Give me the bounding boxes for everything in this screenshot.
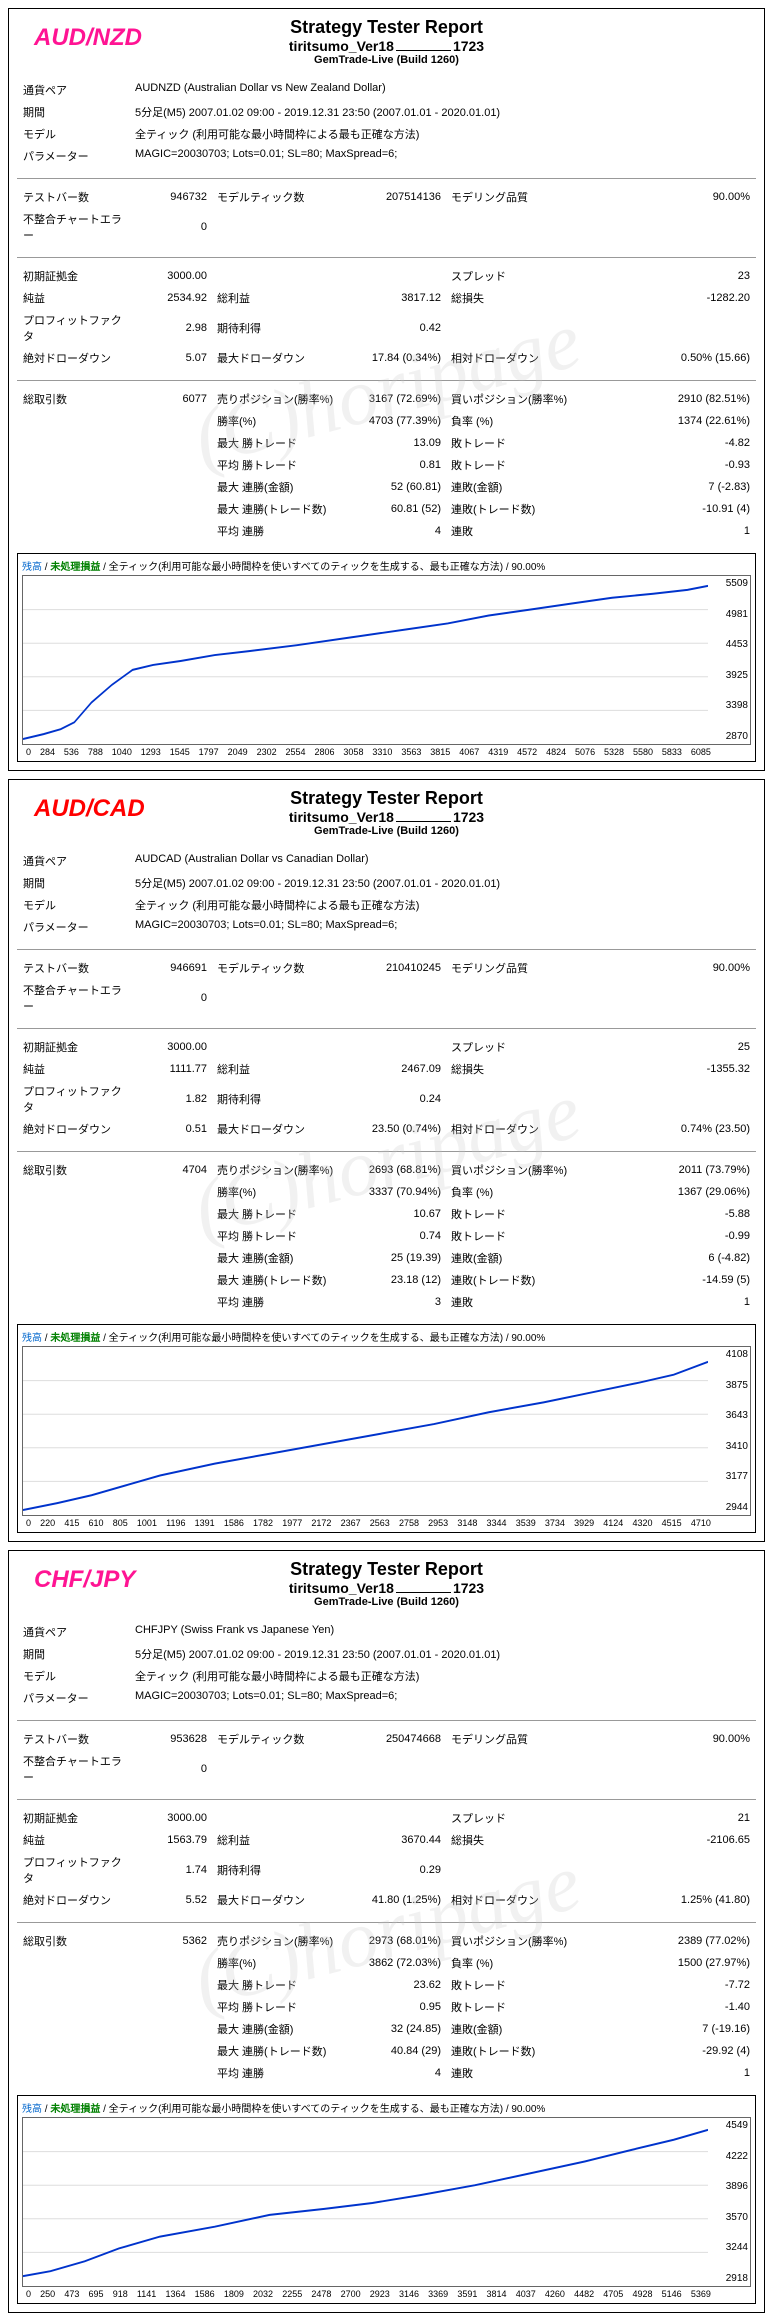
strategy-report: (C)horipage AUD/NZD Strategy Tester Repo… [8,8,765,771]
report-subtitle: GemTrade-Live (Build 1260) [17,1596,756,1608]
chart-xaxis: 0284536788104012931545179720492302255428… [22,747,751,757]
strategy-report: (C)horipage AUD/CAD Strategy Tester Repo… [8,779,765,1542]
chart-yaxis: 410838753643341031772944 [708,1347,748,1515]
info-table: 通貨ペアAUDCAD (Australian Dollar vs Canadia… [17,849,756,939]
report-subtitle: GemTrade-Live (Build 1260) [17,825,756,837]
pair-label: AUD/CAD [34,795,145,823]
chart-caption: 残高 / 未処理損益 / 全ティック(利用可能な最小時間枠を使いすべてのティック… [22,1329,751,1344]
pair-label: AUD/NZD [34,24,142,52]
stats-table-2: 初期証拠金3000.00スプレッド21 純益1563.79総利益3670.44総… [17,1806,756,1912]
chart-yaxis: 454942223896357032442918 [708,2118,748,2286]
chart-yaxis: 550949814453392533982870 [708,576,748,744]
chart-container: 残高 / 未処理損益 / 全ティック(利用可能な最小時間枠を使いすべてのティック… [17,2095,756,2304]
chart-xaxis: 0220415610805100111961391158617821977217… [22,1518,751,1528]
stats-table-3: 総取引数5362売りポジション(勝率%)2973 (68.01%)買いポジション… [17,1929,756,2085]
chart-caption: 残高 / 未処理損益 / 全ティック(利用可能な最小時間枠を使いすべてのティック… [22,2100,751,2115]
stats-table: テストバー数953628モデルティック数250474668モデリング品質90.0… [17,1727,756,1789]
info-table: 通貨ペアAUDNZD (Australian Dollar vs New Zea… [17,78,756,168]
pair-label: CHF/JPY [34,1566,135,1594]
info-table: 通貨ペアCHFJPY (Swiss Frank vs Japanese Yen)… [17,1620,756,1710]
equity-chart: 550949814453392533982870 [22,575,751,745]
equity-chart: 454942223896357032442918 [22,2117,751,2287]
report-subtitle: GemTrade-Live (Build 1260) [17,54,756,66]
chart-caption: 残高 / 未処理損益 / 全ティック(利用可能な最小時間枠を使いすべてのティック… [22,558,751,573]
chart-container: 残高 / 未処理損益 / 全ティック(利用可能な最小時間枠を使いすべてのティック… [17,1324,756,1533]
stats-table-3: 総取引数4704売りポジション(勝率%)2693 (68.81%)買いポジション… [17,1158,756,1314]
stats-table: テストバー数946732モデルティック数207514136モデリング品質90.0… [17,185,756,247]
chart-container: 残高 / 未処理損益 / 全ティック(利用可能な最小時間枠を使いすべてのティック… [17,553,756,762]
stats-table-2: 初期証拠金3000.00スプレッド25 純益1111.77総利益2467.09総… [17,1035,756,1141]
strategy-report: (C)horipage CHF/JPY Strategy Tester Repo… [8,1550,765,2313]
equity-chart: 410838753643341031772944 [22,1346,751,1516]
stats-table-3: 総取引数6077売りポジション(勝率%)3167 (72.69%)買いポジション… [17,387,756,543]
stats-table-2: 初期証拠金3000.00スプレッド23 純益2534.92総利益3817.12総… [17,264,756,370]
stats-table: テストバー数946691モデルティック数210410245モデリング品質90.0… [17,956,756,1018]
chart-xaxis: 0250473695918114113641586180920322255247… [22,2289,751,2299]
